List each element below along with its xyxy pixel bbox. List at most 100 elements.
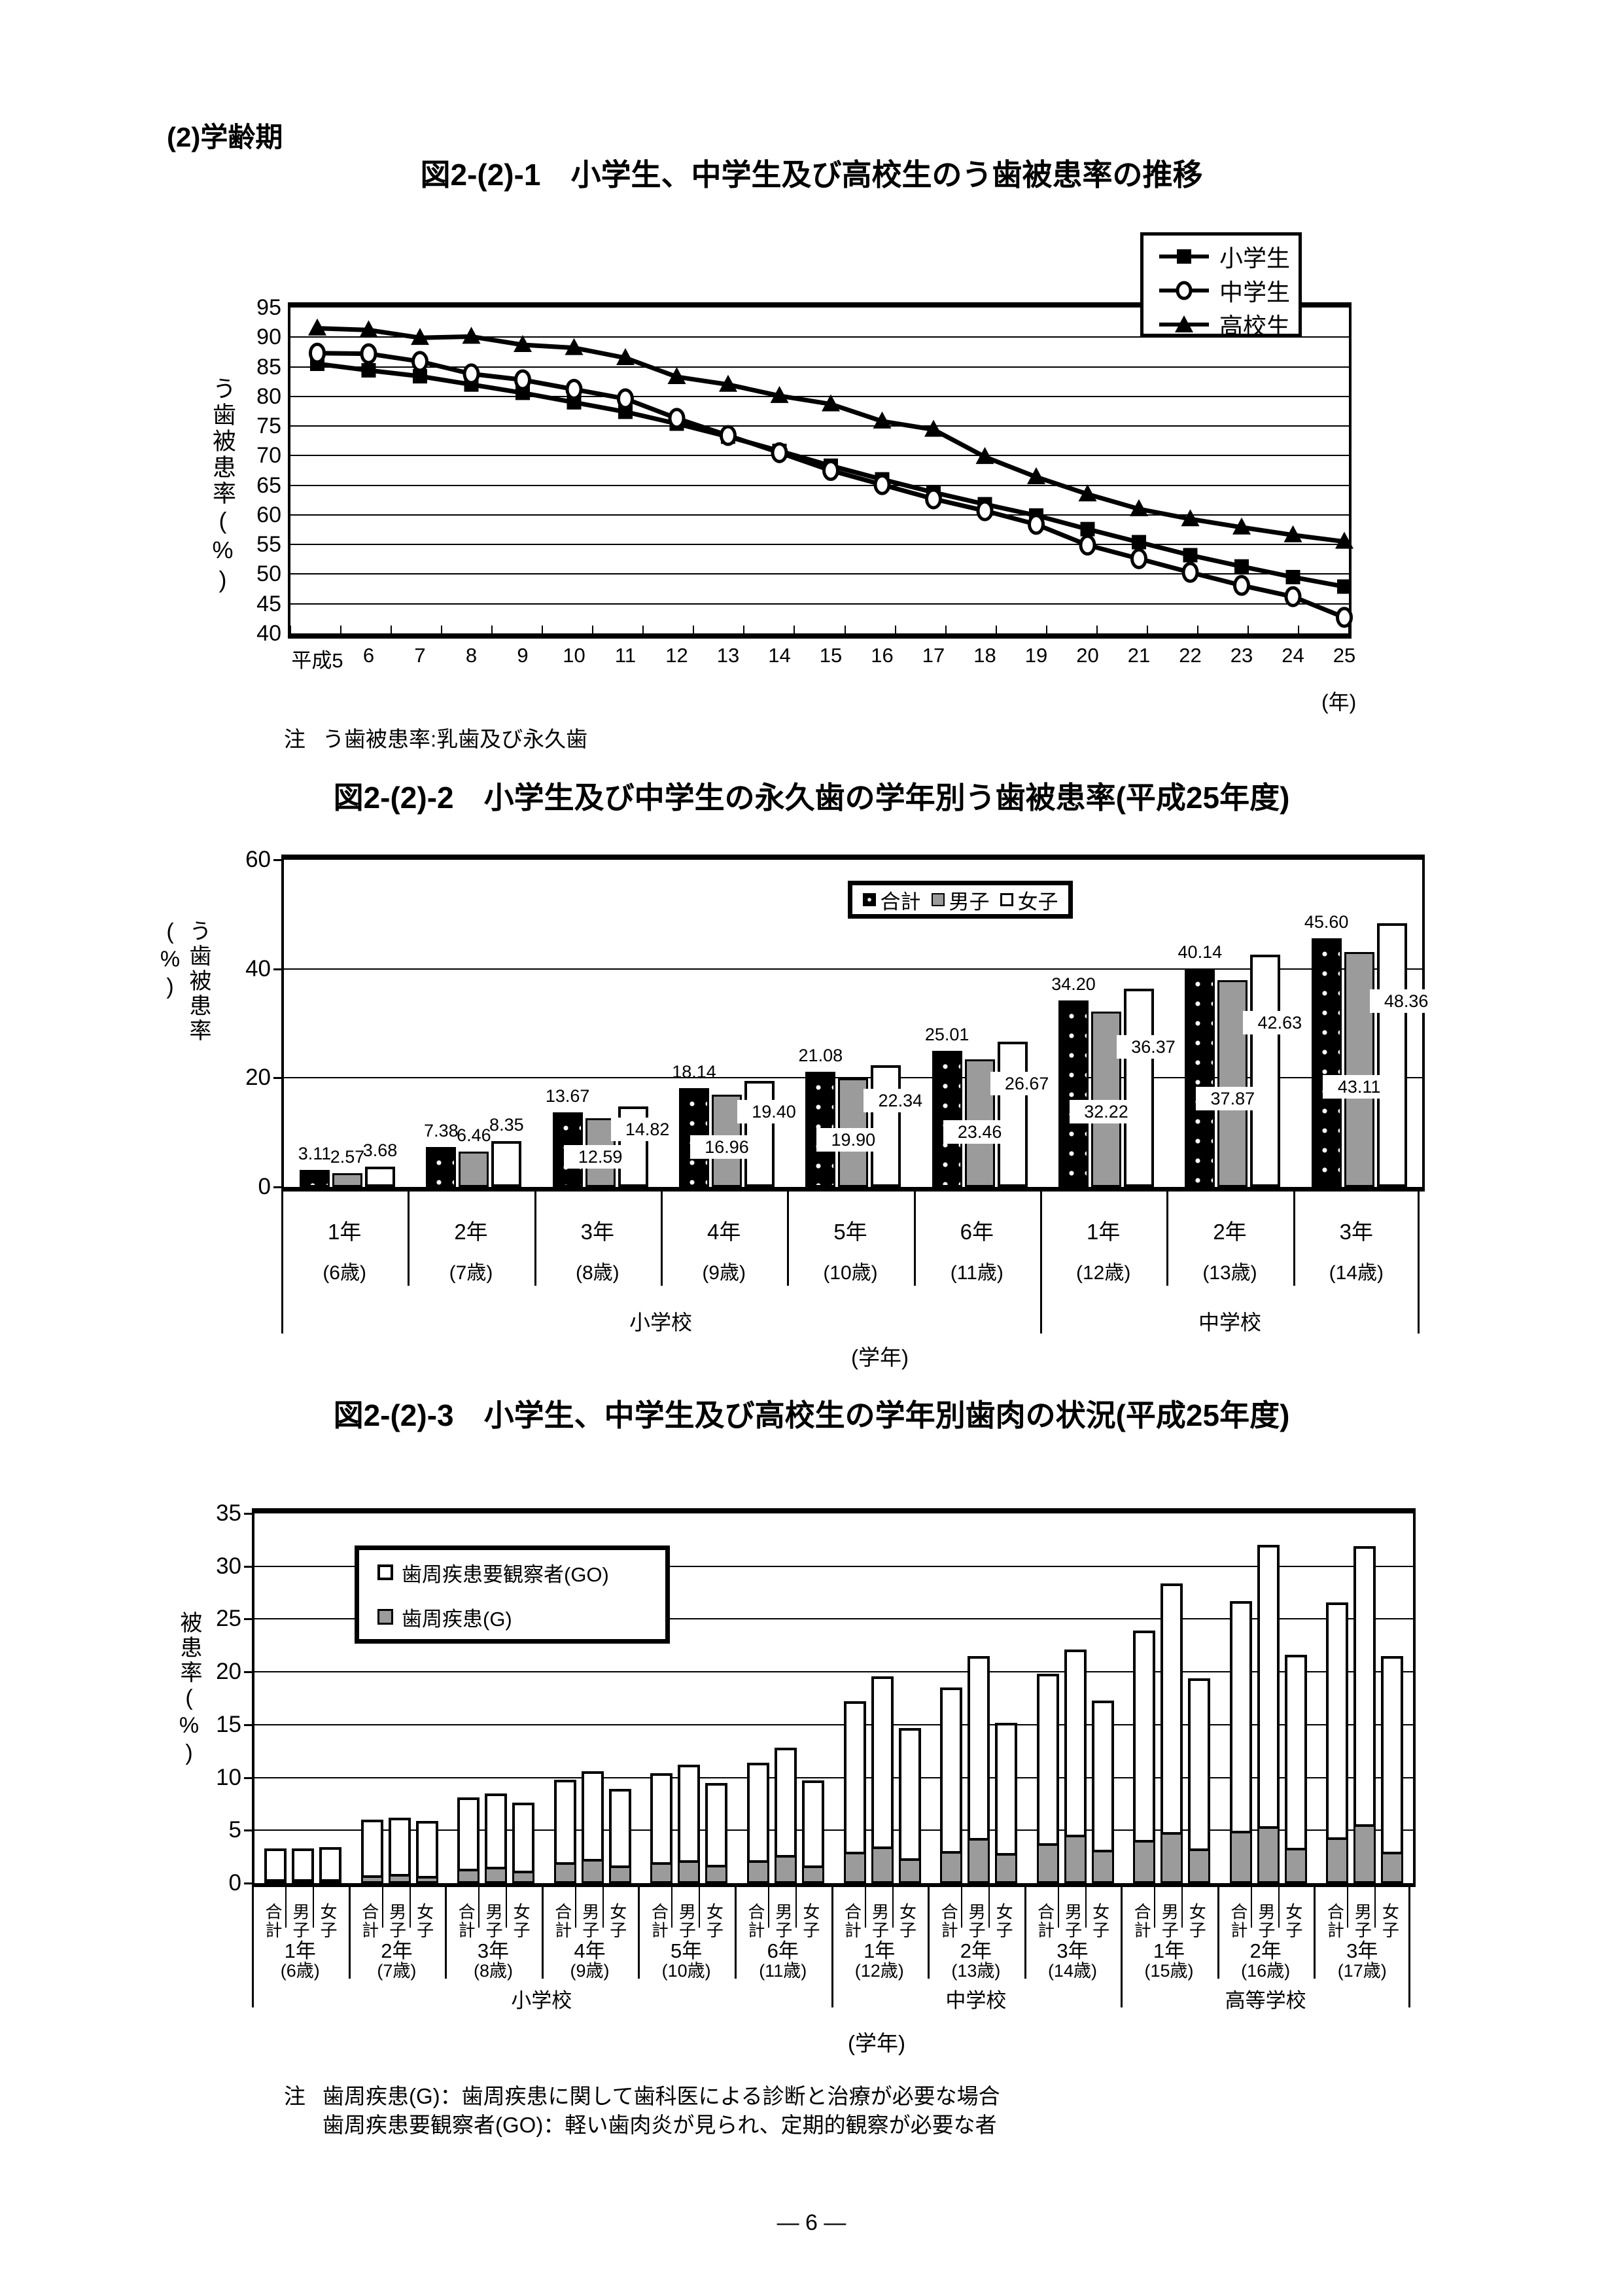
bar-axis-label: 男子 [1255,1903,1276,1939]
x-axis-tick [1045,626,1047,633]
x-axis-tick [542,626,544,633]
bar-axis-label: 女子 [1283,1903,1303,1939]
bar-segment-GO [388,1817,411,1877]
bar-男子 [1217,980,1248,1187]
figure2-x-axis-area: (学年) 1年 (6歳) 2年 (7歳) 3年 (8歳) 4年 (9歳) 5年 (10歳) 6年 (1… [281,1191,1420,1387]
bar-axis-label: 合計 [1035,1903,1055,1939]
note-text: う歯被患率:乳歯及び永久歯 [323,727,588,751]
bar-label-divider [381,1887,383,1928]
figure1-legend: 小学生 中学生 高校生 [1140,232,1302,340]
age-label: (13歳) [1202,1262,1257,1284]
bar-value-label: 6.46 [457,1125,491,1146]
marker-square-小学生 [1183,548,1198,563]
grade-label: 6年 [960,1220,994,1244]
x-axis-tick [945,626,947,633]
category-separator [1024,1887,1026,1979]
legend-label: 中学生 [1219,279,1291,306]
category-separator [1408,1887,1410,2007]
bar-segment-GO [1188,1678,1211,1852]
bar-segment-GO [650,1773,673,1865]
bar-segment-G [457,1869,480,1883]
section-heading: (2)学齢期 [167,122,283,152]
category-separator [252,1887,254,2007]
bar-axis-label: 合計 [456,1903,476,1939]
bar-label-divider [1278,1887,1280,1928]
bar-axis-label: 男子 [1062,1903,1083,1939]
marker-circle-中学生 [360,343,377,364]
bar-女子 [871,1065,901,1187]
bar-segment-G [1284,1848,1307,1883]
y-axis-tick-label: 65 [256,472,281,498]
bar-segment-GO [360,1820,383,1878]
legend-item: 歯周疾患要観察者(GO) [377,1558,665,1587]
bar-axis-label: 合計 [359,1903,379,1939]
bar-segment-GO [746,1762,769,1863]
marker-circle-中学生 [1233,574,1250,596]
bar-segment-GO [1091,1700,1114,1852]
bar-label-divider [313,1887,314,1928]
bar-label-divider [409,1887,411,1928]
y-axis-tick-label: 0 [228,1870,241,1896]
bar-axis-label: 男子 [580,1903,600,1939]
figure3-y-axis-label: 被患率(%) [177,1611,201,1768]
line-series-canvas [308,318,1353,628]
bar-segment-GO [705,1782,728,1867]
marker-triangle-高校生 [975,447,994,465]
x-axis-tick-label: 平成5 [291,649,343,672]
bar-segment-GO [319,1847,341,1882]
bar-label-divider [961,1887,963,1928]
bar-segment-GO [843,1701,866,1855]
bar-segment-GO [995,1722,1018,1856]
bar-value-label: 43.11 [1322,1075,1396,1099]
x-axis-tick-label: 18 [973,644,996,667]
bar-segment-GO [1036,1674,1059,1846]
bar-label-divider [506,1887,508,1928]
bar-axis-label: 合計 [842,1903,862,1939]
x-axis-tick-label: 21 [1127,644,1151,667]
bar-segment-GO [1381,1655,1404,1855]
legend-swatch-合計-icon [862,893,876,906]
age-label: (17歳) [1337,1961,1387,1981]
bar-value-label: 40.14 [1178,942,1223,962]
bar-segment-G [1326,1837,1349,1883]
x-axis-tick [1146,626,1148,633]
legend-triangle [1175,315,1193,332]
bar-value-label: 19.40 [737,1099,811,1123]
bar-label-divider [1347,1887,1349,1928]
marker-triangle-高校生 [1027,467,1045,484]
age-label: (14歳) [1047,1961,1097,1981]
marker-triangle-高校生 [1335,531,1353,549]
gridline [290,336,1349,338]
y-axis-tick-label: 80 [256,383,281,409]
bar-segment-G [871,1847,894,1883]
y-axis-tick [273,1077,284,1080]
gridline [290,514,1349,516]
bar-segment-G [650,1863,673,1883]
bar-label-divider [1181,1887,1183,1928]
legend-swatch-女子-icon [1000,893,1013,906]
bar-segment-G [843,1852,866,1883]
x-axis-tick-label: 16 [871,644,894,667]
legend-swatch-男子-icon [931,893,945,906]
grade-label: 3年 [1056,1939,1089,1962]
figure2-bar-chart: 60 40 20 0 3.11 2.57 3.68 7.38 6.46 8.35 13.67 12.5… [245,847,1443,1199]
legend-circle [1176,281,1193,300]
grade-label: 4年 [707,1220,741,1244]
figure1-x-axis-unit: (年) [1321,690,1357,714]
marker-triangle-高校生 [514,335,532,353]
bar-segment-GO [292,1848,314,1882]
marker-square-小学生 [1337,579,1352,594]
bar-value-label: 25.01 [924,1024,969,1044]
note-line2: 歯周疾患要観察者(GO)：軽い歯肉炎が見られ、定期的観察が必要な者 [323,2113,997,2137]
category-separator [534,1191,536,1286]
x-axis-tick [693,626,695,633]
y-axis-tick-label: 5 [228,1817,241,1843]
gridline [284,1077,1422,1079]
marker-triangle-高校生 [411,328,429,345]
gridline [284,968,1422,970]
grade-label: 3年 [477,1939,510,1962]
bar-男子 [459,1152,489,1187]
x-axis-tick [1247,626,1249,633]
category-separator [1217,1887,1219,1979]
y-axis-tick-label: 85 [256,354,281,380]
